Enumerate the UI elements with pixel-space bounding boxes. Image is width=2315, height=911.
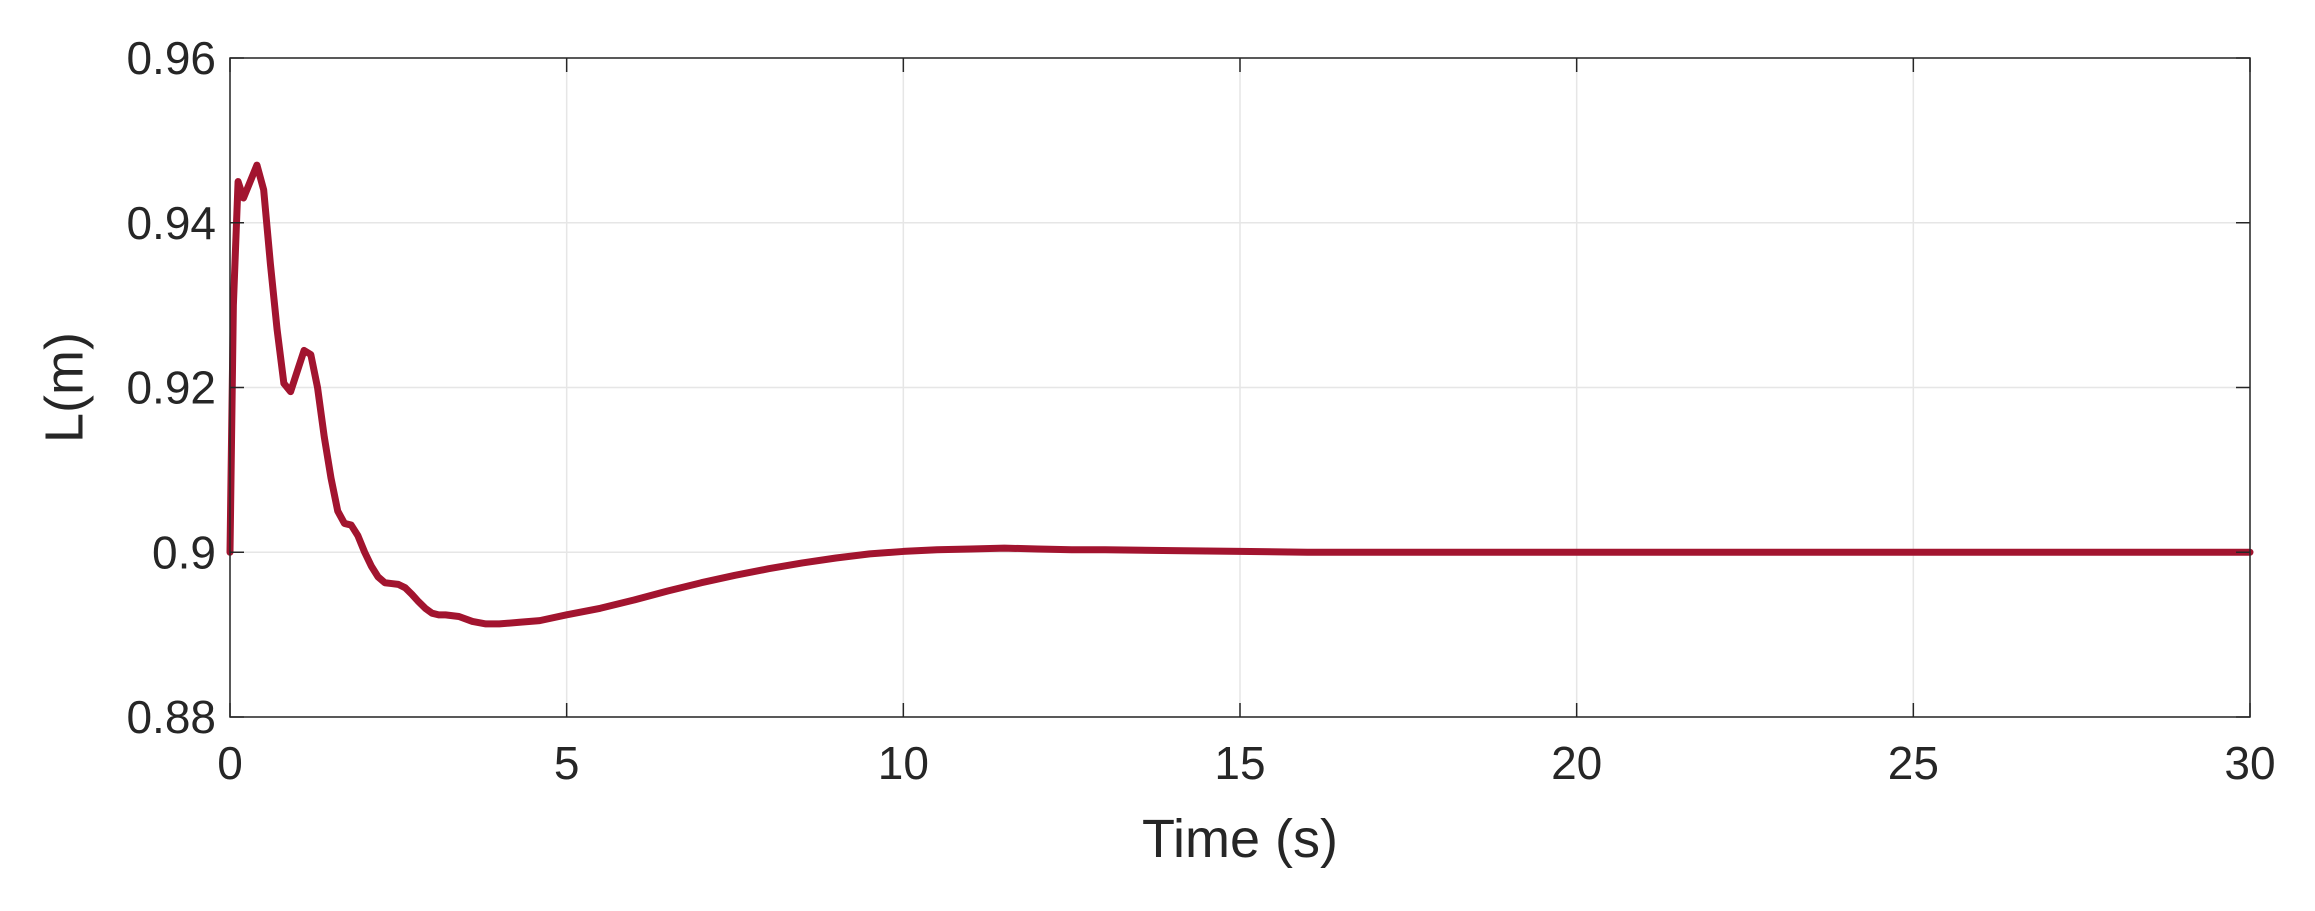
x-tick-label: 10 (878, 737, 929, 789)
x-axis-label: Time (s) (1142, 809, 1338, 869)
y-tick-label: 0.88 (126, 691, 216, 743)
x-tick-label: 20 (1551, 737, 1602, 789)
x-tick-label: 15 (1214, 737, 1265, 789)
x-tick-labels: 0 5 10 15 20 25 30 (217, 737, 2275, 789)
data-line (226, 161, 2254, 628)
axis-ticks (229, 57, 2251, 718)
y-tick-label: 0.96 (126, 32, 216, 84)
y-tick-label: 0.92 (126, 362, 216, 414)
plot-area (226, 161, 2254, 628)
y-axis-label: L(m) (34, 332, 94, 443)
x-tick-label: 5 (554, 737, 580, 789)
x-tick-label: 0 (217, 737, 243, 789)
y-tick-label: 0.9 (152, 526, 216, 578)
y-tick-labels: 0.88 0.9 0.92 0.94 0.96 (126, 32, 216, 743)
x-tick-label: 30 (2224, 737, 2275, 789)
y-tick-label: 0.94 (126, 197, 216, 249)
x-tick-label: 25 (1888, 737, 1939, 789)
